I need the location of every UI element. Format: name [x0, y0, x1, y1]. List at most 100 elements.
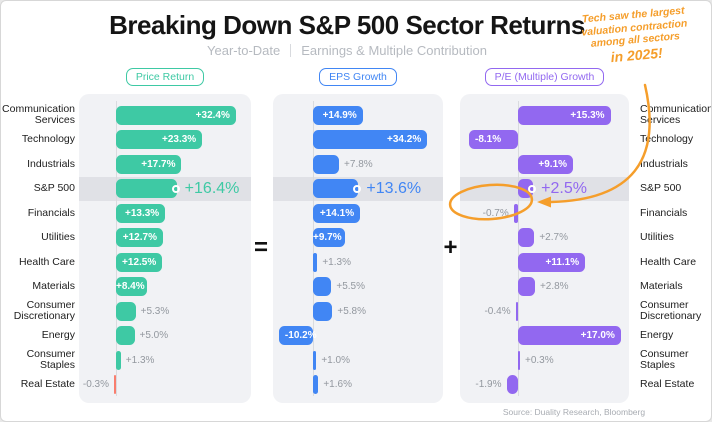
sector-label: Energy	[1, 324, 75, 349]
bar-price-return	[116, 154, 182, 174]
value-text: +14.9%	[322, 109, 357, 121]
sector-label-text: Real Estate	[640, 378, 695, 390]
bar-eps-growth	[313, 350, 317, 370]
value-label-outside: +5.8%	[337, 305, 366, 317]
badge-wrap: P/E (Multiple) Growth	[460, 67, 629, 86]
bar-eps-growth	[313, 277, 332, 297]
sector-label-text: Consumer Discretionary	[13, 298, 75, 323]
value-label-outside: +1.3%	[322, 256, 351, 268]
bar-price-return	[116, 326, 135, 346]
value-label-inside: +12.5%	[116, 253, 162, 272]
sector-label: Technology	[1, 128, 75, 153]
value-label-outside: -0.3%	[82, 379, 109, 391]
value-label-inside: +32.4%	[116, 106, 236, 125]
bar-price-return	[116, 203, 166, 223]
bar-eps-growth	[313, 154, 340, 174]
bar-pe-multiple-growth	[518, 252, 586, 272]
value-label-outside: +1.6%	[323, 379, 352, 391]
bar-pe-multiple-growth	[515, 301, 518, 321]
bar-price-return	[114, 375, 116, 395]
sector-label-text: Technology	[640, 133, 694, 145]
equals-sign: =	[253, 234, 268, 261]
panel-eps-growth: +14.9% +34.2% +7.8% +13.6% +14.1% +9.7% +1.3% +…	[273, 94, 443, 403]
value-label-inside: +15.3%	[518, 106, 611, 125]
sector-label: Real Estate	[1, 373, 75, 398]
value-label-inside: +14.1%	[313, 204, 360, 223]
sector-label-text: Utilities	[41, 231, 75, 243]
chart-area: Communication Services Technology Industri…	[1, 63, 711, 411]
value-label-inside: +34.2%	[313, 130, 427, 149]
plus-sign: +	[443, 234, 458, 261]
value-text: +8.4%	[116, 281, 145, 293]
sector-label-text: Utilities	[640, 231, 674, 243]
sector-label: Industrials	[640, 152, 711, 177]
zero-axis	[313, 101, 314, 396]
badge-wrap: EPS Growth	[273, 67, 443, 86]
sector-label-text: Financials	[640, 206, 688, 219]
value-label-outside: +2.7%	[539, 232, 568, 244]
sector-label: Technology	[640, 128, 711, 153]
sector-labels-left: Communication Services Technology Industri…	[1, 94, 75, 403]
value-label-outside: +5.5%	[336, 281, 365, 293]
bar-pe-multiple-growth	[506, 375, 518, 395]
sector-label-text: S&P 500	[640, 182, 682, 194]
value-label-outside: +7.8%	[344, 158, 373, 170]
value-label-inside: +17.0%	[518, 326, 621, 345]
sector-label-text: Communication Services	[2, 102, 75, 127]
value-label-outside: +5.0%	[139, 330, 169, 342]
bar-pe-multiple-growth	[468, 130, 518, 150]
value-label-inside: +14.9%	[313, 106, 363, 125]
sector-label-text: Energy	[41, 329, 75, 341]
sector-label-text: Industrials	[640, 157, 688, 170]
source-credit: Source: Duality Research, Bloomberg	[502, 407, 646, 417]
sector-label: Health Care	[640, 250, 711, 275]
sector-label: Financials	[640, 201, 711, 226]
sector-label-text: Materials	[640, 280, 683, 292]
value-text: +11.1%	[545, 256, 580, 268]
value-label-outside: +1.0%	[321, 354, 350, 366]
bar-eps-growth	[313, 228, 346, 248]
bar-price-return	[116, 105, 236, 125]
bar-eps-growth	[313, 179, 359, 199]
value-text: +12.5%	[122, 256, 157, 268]
value-label-inside: +9.1%	[518, 155, 573, 174]
annotation-note: Tech saw the largest valuation contractio…	[563, 3, 707, 68]
bar-price-return	[116, 130, 203, 150]
value-text: +9.1%	[538, 158, 568, 170]
bar-eps-growth	[313, 130, 428, 150]
sector-label: Consumer Staples	[1, 348, 75, 373]
value-text: +17.7%	[141, 158, 176, 170]
bar-end-dot	[171, 184, 180, 193]
value-label-inside: -8.1%	[474, 134, 502, 146]
bar-pe-multiple-growth	[518, 326, 621, 346]
bar-pe-multiple-growth	[518, 350, 520, 370]
sector-labels-right: Communication Services Technology Industri…	[640, 94, 711, 403]
value-text: +9.7%	[313, 232, 342, 244]
zero-axis	[518, 101, 519, 396]
value-text: +12.7%	[122, 232, 157, 244]
value-label-outside: +5.3%	[140, 305, 170, 317]
sector-label: Financials	[1, 201, 75, 226]
value-label-inside: +23.3%	[116, 130, 202, 149]
panel-price-return: +32.4% +23.3% +17.7% +16.4% +13.3% +12.7% +12.…	[79, 94, 251, 403]
subtitle-right: Earnings & Multiple Contribution	[301, 43, 487, 58]
sector-label-text: Energy	[640, 329, 674, 341]
panel-badge-pe-multiple-growth: P/E (Multiple) Growth	[484, 68, 605, 86]
value-label-inside: +13.3%	[116, 204, 165, 223]
value-text: +23.3%	[162, 134, 197, 146]
value-text: +34.2%	[387, 134, 422, 146]
bar-price-return	[116, 228, 163, 248]
value-label-inside: +17.7%	[116, 155, 181, 174]
panel-pe-multiple-growth: +15.3% -8.1% +9.1% +2.5% -0.7% +2.7% +11.1% +2.…	[460, 94, 629, 403]
page-subtitle: Year-to-Date Earnings & Multiple Contribu…	[1, 43, 693, 58]
value-text: +15.3%	[570, 109, 605, 121]
bar-price-return	[116, 350, 121, 370]
sector-label: Communication Services	[640, 103, 711, 128]
sector-label: Utilities	[640, 226, 711, 251]
sector-label-text: S&P 500	[33, 182, 75, 194]
page-title: Breaking Down S&P 500 Sector Returns	[109, 10, 585, 40]
subtitle-left: Year-to-Date	[207, 43, 281, 58]
value-label-highlight: +2.5%	[541, 179, 587, 197]
sector-label-text: Health Care	[640, 255, 697, 268]
sector-label: Industrials	[1, 152, 75, 177]
